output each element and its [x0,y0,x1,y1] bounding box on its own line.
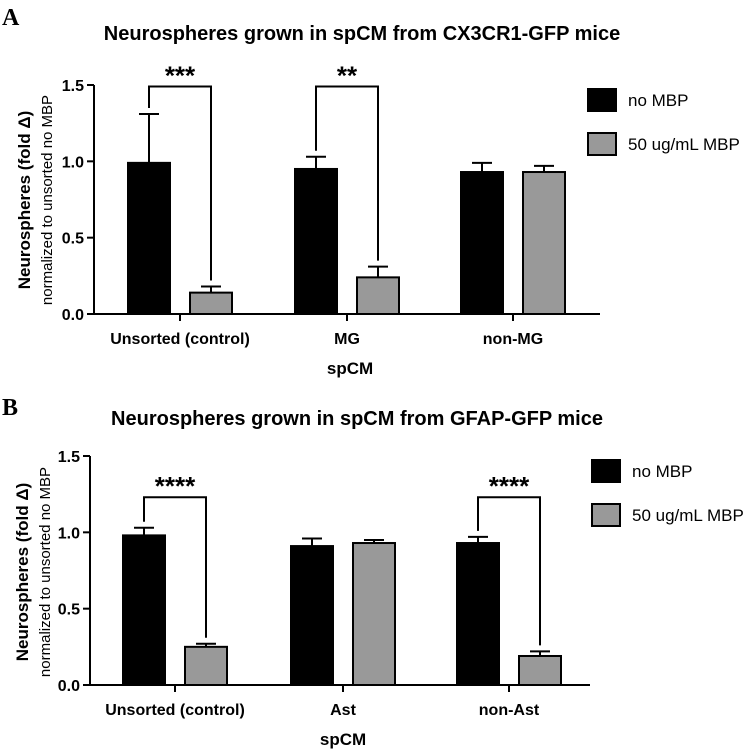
panel-a-y-tick-label: 1.0 [62,154,84,171]
panel-b-y-tick-label: 0.5 [58,602,80,619]
panel-a-legend-swatch [587,132,617,156]
panel-a-bar [356,276,400,315]
panel-b-category-label: Ast [330,702,356,719]
panel-b-legend-swatch [591,503,621,527]
panel-a-title: Neurospheres grown in spCM from CX3CR1-G… [104,23,620,45]
panel-b-y-tick-label: 1.0 [58,525,80,542]
panel-a-xlabel: spCM [327,359,373,378]
panel-b-plot: 0.0 0.5 1.0 1.5 Unsorted (control) Ast non-Ast… [58,449,744,719]
panel-b-significance-label: **** [489,471,530,501]
panel-b-ylabel-main: Neurospheres (fold Δ) [13,483,32,661]
panel-a-ylabel-main: Neurospheres (fold Δ) [15,111,34,289]
panel-b-bar [518,654,562,687]
panel-a-significance-bracket [148,85,212,281]
panel-b-bar [456,542,500,687]
panel-b-y-tick-label: 0.0 [58,678,80,695]
panel-b-title: Neurospheres grown in spCM from GFAP-GFP… [111,408,603,430]
panel-a-y-tick-label: 1.5 [62,78,84,95]
panel-a-significance-label: *** [165,61,196,91]
panel-a-y-tick-label: 0.0 [62,307,84,324]
panel-a-bar [522,171,566,315]
panel-b-significance-bracket [477,496,541,646]
panel-b-xlabel: spCM [320,730,366,749]
panel-b-bar [122,534,166,686]
panel-a-bar [460,171,504,315]
panel-b-y-tick-label: 1.5 [58,449,80,466]
panel-a-category-label: Unsorted (control) [110,331,250,348]
panel-a-letter: A [2,5,20,31]
panel-b-legend-label: no MBP [632,462,692,481]
panel-b-ylabel-sub: normalized to unsorted no MBP [37,467,54,677]
panel-a-category-label: non-MG [483,331,543,348]
panel-b-bar [352,542,396,687]
panel-a-legend-label: 50 ug/mL MBP [628,135,740,154]
panel-a-category-label: MG [334,331,360,348]
panel-b-category-label: non-Ast [479,702,540,719]
panel-a-plot: 0.0 0.5 1.0 1.5 Unsorted (control) MG non-MG **… [62,61,740,348]
panel-b-legend-swatch [591,459,621,483]
panel-a-significance-bracket [315,85,379,261]
panel-b-bar [290,545,334,686]
panel-b-significance-bracket [143,496,207,638]
panel-a-significance-label: ** [337,61,358,91]
panel-a-bar [189,291,233,316]
panel-b-significance-label: **** [155,471,196,501]
panel-a-y-tick-label: 0.5 [62,231,84,248]
panel-a-bar [294,167,338,315]
panel-a-legend-label: no MBP [628,91,688,110]
panel-b-bar [184,645,228,686]
panel-a-legend-swatch [587,88,617,112]
panel-b-category-label: Unsorted (control) [105,702,245,719]
panel-b-letter: B [2,395,18,421]
panel-b-legend-label: 50 ug/mL MBP [632,506,744,525]
panel-a-ylabel-sub: normalized to unsorted no MBP [39,95,56,305]
panel-a-bar [127,161,171,315]
